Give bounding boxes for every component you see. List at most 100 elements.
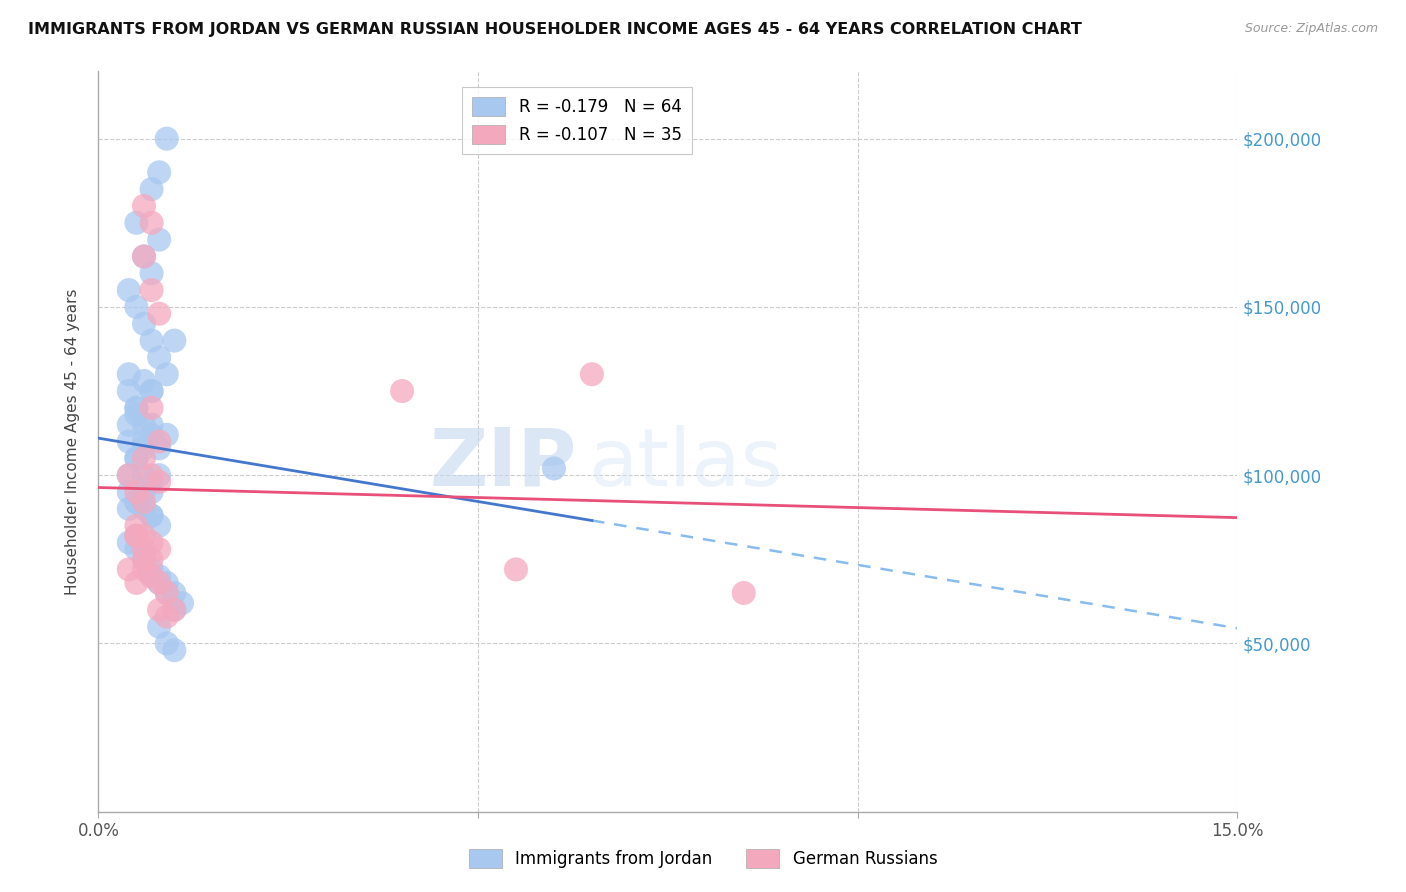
Point (125, 518, 148, 533)
Point (125, 216, 148, 230)
Point (148, 233, 170, 247)
Point (141, 508, 163, 523)
Point (132, 374, 155, 388)
Point (125, 542, 148, 557)
Point (170, 596, 193, 610)
Legend: R = -0.179   N = 64, R = -0.107   N = 35: R = -0.179 N = 64, R = -0.107 N = 35 (463, 87, 692, 154)
Point (118, 468, 141, 483)
Point (156, 427, 179, 442)
Point (132, 250, 155, 264)
Point (148, 569, 170, 583)
Point (125, 401, 148, 415)
Text: IMMIGRANTS FROM JORDAN VS GERMAN RUSSIAN HOUSEHOLDER INCOME AGES 45 - 64 YEARS C: IMMIGRANTS FROM JORDAN VS GERMAN RUSSIAN… (28, 22, 1083, 37)
Text: ZIP: ZIP (429, 425, 576, 503)
Point (118, 501, 141, 516)
Point (118, 434, 141, 449)
Point (148, 307, 170, 321)
Point (125, 529, 148, 543)
Text: atlas: atlas (588, 425, 783, 503)
Point (118, 283, 141, 297)
Point (163, 586, 186, 600)
Point (141, 427, 163, 442)
Point (148, 442, 170, 456)
Point (141, 552, 163, 566)
Point (132, 501, 155, 516)
Point (132, 442, 155, 456)
Point (141, 334, 163, 348)
Point (125, 485, 148, 500)
Point (125, 529, 148, 543)
Point (148, 518, 170, 533)
Point (132, 199, 155, 213)
Point (156, 586, 179, 600)
Point (118, 384, 141, 398)
Point (141, 283, 163, 297)
Point (132, 468, 155, 483)
Point (141, 384, 163, 398)
Point (125, 451, 148, 466)
Point (125, 401, 148, 415)
Point (118, 468, 141, 483)
Point (132, 529, 155, 543)
Point (141, 562, 163, 576)
Point (163, 334, 186, 348)
Point (148, 351, 170, 365)
Point (132, 451, 155, 466)
Point (141, 266, 163, 280)
Point (163, 603, 186, 617)
Point (141, 485, 163, 500)
Point (156, 368, 179, 382)
Point (141, 384, 163, 398)
Point (118, 485, 141, 500)
Y-axis label: Householder Income Ages 45 - 64 years: Householder Income Ages 45 - 64 years (65, 288, 80, 595)
Point (505, 562, 527, 576)
Point (148, 575, 170, 590)
Point (148, 603, 170, 617)
Text: Source: ZipAtlas.com: Source: ZipAtlas.com (1244, 22, 1378, 36)
Point (156, 609, 179, 624)
Point (132, 542, 155, 557)
Point (148, 165, 170, 179)
Point (125, 300, 148, 314)
Point (118, 368, 141, 382)
Point (148, 542, 170, 557)
Point (132, 317, 155, 331)
Point (141, 216, 163, 230)
Legend: Immigrants from Jordan, German Russians: Immigrants from Jordan, German Russians (463, 842, 943, 875)
Point (148, 475, 170, 489)
Point (148, 468, 170, 483)
Point (148, 619, 170, 633)
Point (141, 569, 163, 583)
Point (125, 575, 148, 590)
Point (156, 636, 179, 650)
Point (118, 562, 141, 576)
Point (125, 408, 148, 422)
Point (148, 575, 170, 590)
Point (141, 569, 163, 583)
Point (141, 468, 163, 483)
Point (132, 417, 155, 432)
Point (141, 475, 163, 489)
Point (132, 495, 155, 509)
Point (148, 434, 170, 449)
Point (132, 552, 155, 566)
Point (581, 368, 603, 382)
Point (141, 401, 163, 415)
Point (156, 586, 179, 600)
Point (141, 182, 163, 196)
Point (156, 575, 179, 590)
Point (132, 552, 155, 566)
Point (391, 384, 413, 398)
Point (163, 643, 186, 657)
Point (163, 603, 186, 617)
Point (733, 586, 755, 600)
Point (125, 495, 148, 509)
Point (132, 434, 155, 449)
Point (118, 417, 141, 432)
Point (125, 451, 148, 466)
Point (141, 508, 163, 523)
Point (543, 461, 565, 475)
Point (132, 250, 155, 264)
Point (141, 535, 163, 549)
Point (132, 562, 155, 576)
